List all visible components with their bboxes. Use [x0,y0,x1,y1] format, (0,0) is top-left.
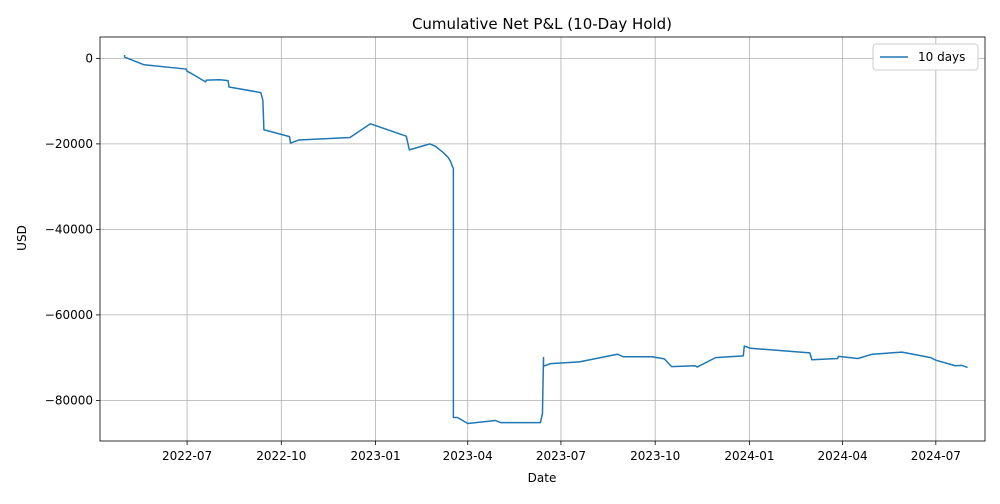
x-tick-label: 2023-10 [630,449,680,463]
x-tick-label: 2023-07 [536,449,586,463]
x-tick-label: 2024-07 [911,449,961,463]
legend-label: 10 days [918,50,965,64]
legend-box [872,43,979,71]
plot-frame [99,36,986,442]
x-tick-label: 2024-01 [724,449,774,463]
y-tick-label: −80000 [45,393,93,407]
x-axis-label: Date [528,471,557,485]
legend: 10 days [872,43,979,71]
y-tick-label: 0 [85,51,93,65]
y-tick-label: −20000 [45,137,93,151]
x-tick-label: 2022-10 [256,449,306,463]
y-tick-label: −40000 [45,222,93,236]
x-tick-label: 2024-04 [818,449,868,463]
series-line-1 [123,54,968,425]
y-axis-label: USD [15,225,29,251]
x-tick-label: 2022-07 [162,449,212,463]
x-tick-label: 2023-04 [443,449,493,463]
chart-title: Cumulative Net P&L (10-Day Hold) [412,15,672,33]
y-tick-label: −60000 [45,308,93,322]
x-tick-label: 2023-01 [350,449,400,463]
